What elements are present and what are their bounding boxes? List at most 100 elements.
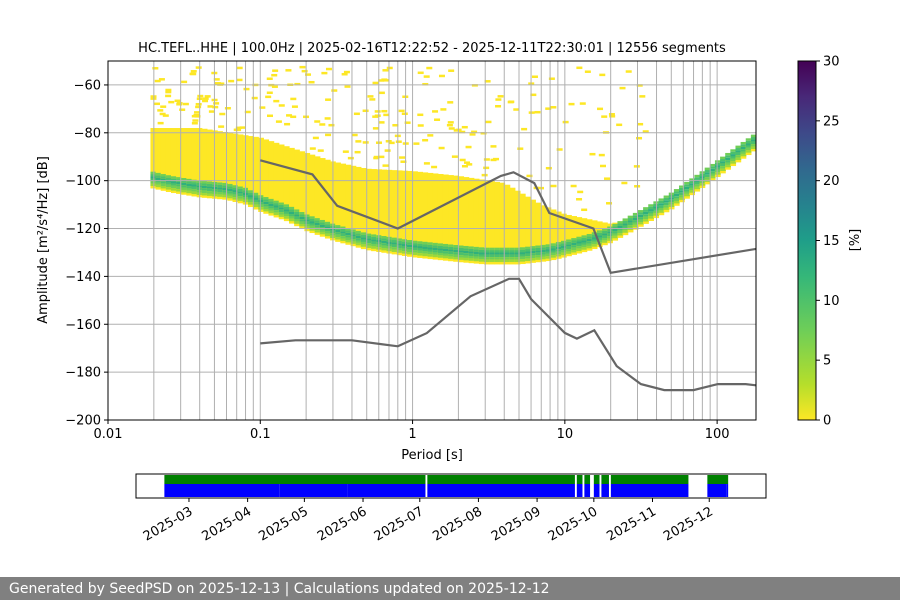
psd-sparse-cell: [286, 114, 293, 117]
psd-mode-cell: [232, 185, 239, 188]
psd-sparse-cell: [465, 145, 472, 149]
psd-sparse-cell: [422, 138, 429, 142]
psd-column: [155, 128, 162, 190]
psd-mode-cell: [519, 254, 526, 257]
psd-mode-cell: [545, 244, 552, 247]
psd-mode-cell: [304, 226, 311, 229]
psd-mode-cell: [566, 239, 572, 242]
psd-sparse-cell: [621, 181, 628, 185]
psd-sparse-cell: [609, 115, 616, 118]
psd-mode-cell: [612, 233, 619, 236]
psd-sparse-cell: [165, 94, 172, 98]
psd-sparse-cell: [325, 98, 332, 101]
psd-sparse-cell: [308, 80, 315, 84]
psd-sparse-cell: [417, 113, 424, 117]
psd-mode-cell: [555, 244, 562, 247]
psd-mode-cell: [617, 221, 624, 224]
availability-segment: [610, 484, 689, 497]
series-line-noise-model-high: [260, 159, 756, 275]
psd-mode-cell: [484, 254, 490, 258]
psd-sparse-cell: [275, 120, 282, 123]
psd-mode-cell: [165, 177, 172, 181]
psd-sparse-cell: [401, 112, 408, 116]
psd-mode-cell: [289, 218, 295, 222]
psd-mode-cell: [181, 182, 187, 186]
psd-mode-cell: [340, 226, 347, 229]
psd-mode-cell: [396, 245, 403, 249]
psd-mode-cell: [263, 199, 270, 202]
psd-column: [314, 156, 321, 235]
psd-sparse-cell: [637, 122, 644, 126]
psd-mode-cell: [663, 195, 670, 198]
psd-sparse-cell: [556, 148, 563, 151]
psd-mode-cell: [417, 243, 424, 247]
psd-mode-cell: [247, 199, 254, 203]
psd-mode-cell: [448, 251, 454, 255]
psd-sparse-cell: [507, 100, 514, 104]
psd-mode-cell: [525, 246, 531, 250]
psd-mode-cell: [740, 146, 747, 150]
psd-sparse-cell: [495, 104, 502, 108]
psd-spread-cell: [437, 173, 444, 261]
psd-mode-cell: [335, 232, 341, 235]
psd-mode-cell: [607, 231, 613, 234]
psd-mode-cell: [663, 197, 670, 201]
psd-mode-cell: [314, 218, 321, 221]
psd-mode-cell: [170, 183, 177, 186]
psd-mode-cell: [360, 237, 367, 240]
psd-sparse-cell: [165, 88, 172, 92]
psd-mode-cell: [407, 247, 413, 250]
psd-spread-cell: [160, 128, 167, 191]
psd-sparse-cell: [431, 165, 438, 169]
psd-mode-cell: [412, 245, 418, 248]
psd-mode-cell: [160, 183, 167, 187]
psd-sparse-cell: [600, 164, 607, 168]
psd-mode-cell: [591, 241, 598, 245]
psd-mode-cell: [545, 256, 552, 259]
psd-mode-cell: [247, 190, 254, 193]
psd-spread-cell: [427, 172, 434, 260]
psd-mode-cell: [555, 249, 562, 252]
psd-mode-cell: [586, 241, 593, 244]
psd-column: [494, 181, 501, 265]
psd-mode-cell: [253, 192, 259, 196]
psd-column: [745, 138, 752, 156]
psd-sparse-cell: [378, 79, 385, 82]
psd-mode-cell: [340, 231, 347, 234]
psd-mode-cell: [555, 246, 562, 250]
psd-sparse-cell: [606, 202, 613, 205]
psd-mode-cell: [725, 160, 731, 163]
psd-mode-cell: [740, 149, 747, 152]
psd-spread-cell: [463, 177, 470, 263]
psd-column: [627, 215, 634, 233]
psd-mode-cell: [273, 212, 280, 216]
psd-mode-cell: [704, 170, 711, 173]
psd-sparse-cell: [266, 91, 273, 95]
psd-column: [463, 177, 470, 263]
psd-spread-cell: [540, 205, 547, 262]
psd-mode-cell: [735, 155, 742, 158]
psd-mode-cell: [319, 222, 326, 225]
psd-mode-cell: [514, 252, 521, 255]
psd-mode-cell: [201, 185, 208, 189]
psd-mode-cell: [648, 213, 654, 217]
psd-spread-cell: [458, 176, 465, 263]
psd-mode-cell: [407, 252, 413, 255]
psd-mode-cell: [458, 252, 465, 256]
psd-mode-cell: [730, 158, 737, 162]
psd-mode-cell: [160, 174, 167, 177]
psd-mode-cell: [745, 145, 752, 148]
psd-mode-cell: [227, 193, 234, 196]
psd-spread-cell: [535, 202, 542, 263]
psd-mode-cell: [745, 138, 752, 141]
psd-mode-cell: [484, 259, 490, 263]
psd-mode-cell: [160, 181, 167, 184]
psd-mode-cell: [494, 257, 501, 260]
psd-spread-cell: [514, 190, 521, 265]
psd-mode-cell: [350, 234, 357, 237]
psd-column: [237, 134, 244, 204]
psd-mode-cell: [530, 246, 536, 249]
psd-mode-cell: [622, 227, 629, 231]
psd-sparse-cell: [481, 173, 488, 177]
psd-sparse-cell: [384, 149, 391, 152]
